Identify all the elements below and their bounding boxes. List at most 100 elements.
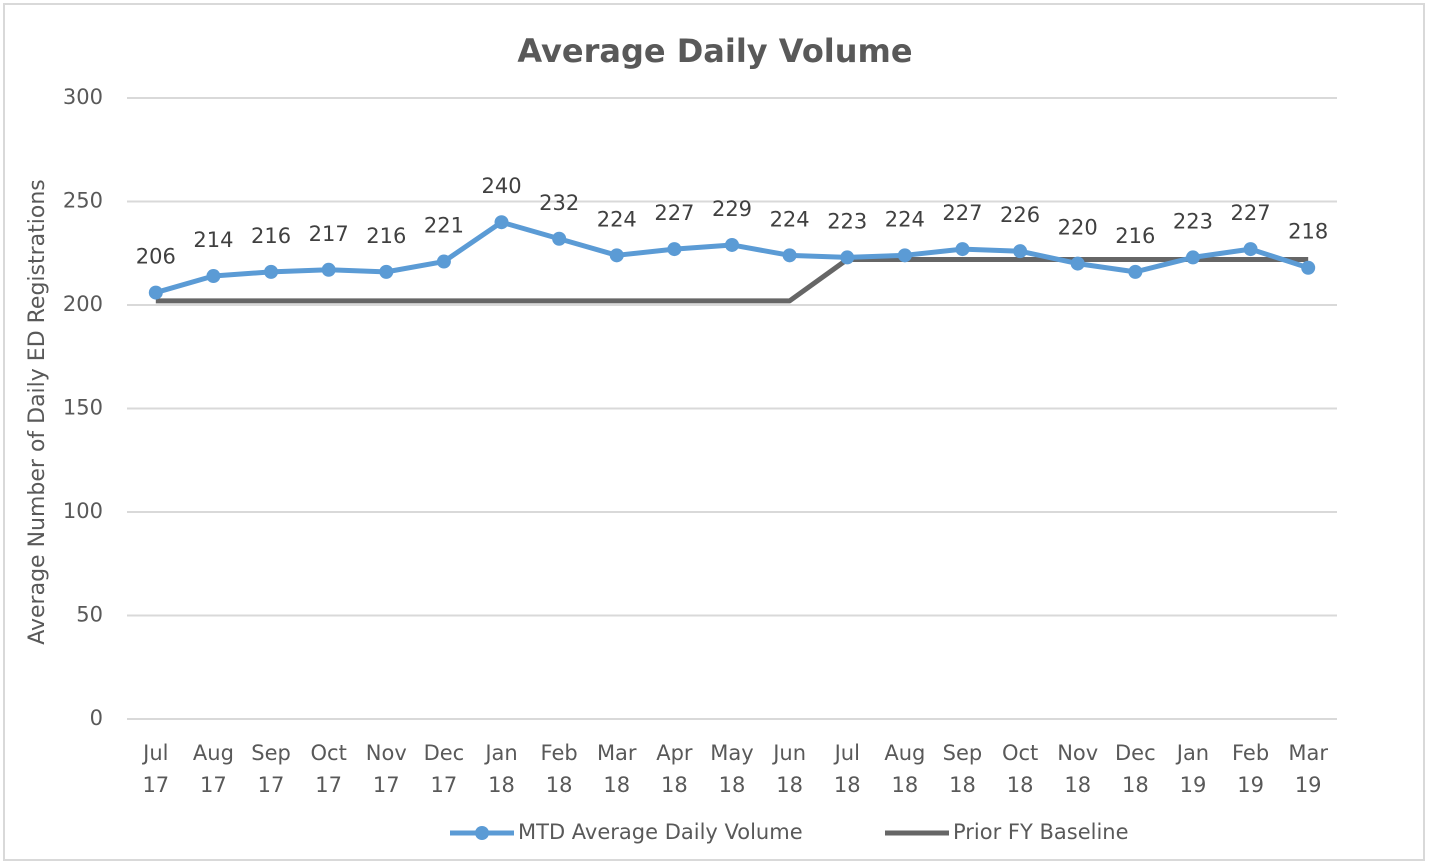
data-label: 226 — [1000, 203, 1040, 227]
legend-label: Prior FY Baseline — [953, 820, 1129, 844]
data-label: 229 — [712, 197, 752, 221]
data-label: 214 — [193, 228, 233, 252]
x-tick-label: Aug — [884, 741, 925, 765]
data-label: 206 — [136, 245, 176, 269]
x-tick-label: 17 — [315, 773, 342, 797]
point-marker — [436, 254, 451, 269]
x-tick-label: 18 — [834, 773, 861, 797]
x-tick-label: 18 — [546, 773, 573, 797]
x-tick-label: Sep — [943, 741, 983, 765]
x-tick-label: Aug — [193, 741, 234, 765]
data-label: 224 — [885, 207, 925, 231]
x-tick-label: 18 — [891, 773, 918, 797]
x-tick-label: Jun — [771, 741, 806, 765]
data-label: 216 — [1115, 224, 1155, 248]
point-marker — [955, 242, 970, 257]
data-label: 221 — [424, 214, 464, 238]
y-tick-label: 0 — [90, 706, 103, 730]
point-marker — [609, 248, 624, 263]
data-label: 223 — [1173, 209, 1213, 233]
point-marker — [321, 262, 336, 277]
x-tick-label: Feb — [1232, 741, 1269, 765]
data-label: 227 — [1231, 201, 1271, 225]
x-tick-label: Sep — [251, 741, 291, 765]
point-marker — [1301, 260, 1316, 275]
x-tick-label: 19 — [1180, 773, 1207, 797]
x-tick-label: Nov — [1057, 741, 1098, 765]
data-label: 227 — [942, 201, 982, 225]
point-marker — [840, 250, 855, 265]
x-tick-label: 19 — [1237, 773, 1264, 797]
chart-frame — [3, 3, 1425, 861]
point-marker — [1070, 256, 1085, 271]
y-tick-label: 300 — [63, 85, 103, 109]
data-label: 216 — [366, 224, 406, 248]
x-tick-label: 17 — [431, 773, 458, 797]
point-marker — [1013, 244, 1028, 259]
point-marker — [897, 248, 912, 263]
x-tick-label: 18 — [603, 773, 630, 797]
data-label: 232 — [539, 191, 579, 215]
x-tick-label: Oct — [1002, 741, 1038, 765]
point-marker — [494, 215, 509, 230]
point-marker — [1128, 264, 1143, 279]
point-marker — [264, 264, 279, 279]
data-label: 227 — [654, 201, 694, 225]
y-tick-label: 150 — [63, 396, 103, 420]
x-tick-label: 18 — [661, 773, 688, 797]
y-tick-label: 50 — [76, 603, 103, 627]
data-label: 217 — [309, 222, 349, 246]
x-tick-label: Dec — [424, 741, 465, 765]
data-label: 223 — [827, 209, 867, 233]
y-tick-label: 250 — [63, 189, 103, 213]
point-marker — [148, 285, 163, 300]
data-label: 216 — [251, 224, 291, 248]
data-label: 224 — [770, 207, 810, 231]
point-marker — [725, 237, 739, 252]
x-tick-label: Oct — [311, 741, 347, 765]
point-marker — [782, 248, 797, 263]
x-tick-label: 18 — [719, 773, 746, 797]
x-tick-label: Jan — [1175, 741, 1209, 765]
x-tick-label: 18 — [1122, 773, 1149, 797]
y-axis-label: Average Number of Daily ED Registrations — [25, 179, 50, 645]
series-line — [155, 256, 1309, 304]
point-marker — [667, 242, 682, 257]
legend-marker — [475, 826, 489, 840]
data-label: 218 — [1288, 220, 1328, 244]
x-tick-label: Jan — [483, 741, 517, 765]
data-label: 240 — [481, 174, 521, 198]
x-tick-label: 19 — [1295, 773, 1322, 797]
y-tick-label: 200 — [63, 292, 103, 316]
legend-label: MTD Average Daily Volume — [518, 820, 803, 844]
x-tick-label: Jul — [833, 741, 860, 765]
x-tick-label: Mar — [597, 741, 637, 765]
x-tick-label: 18 — [776, 773, 803, 797]
x-tick-label: Nov — [366, 741, 407, 765]
x-tick-label: Dec — [1115, 741, 1156, 765]
x-tick-label: May — [710, 741, 753, 765]
x-tick-label: 18 — [488, 773, 515, 797]
x-tick-label: 17 — [200, 773, 227, 797]
point-marker — [552, 231, 567, 246]
point-marker — [1185, 250, 1200, 265]
data-label: 220 — [1058, 216, 1098, 240]
x-tick-label: 17 — [258, 773, 285, 797]
x-tick-label: 18 — [1007, 773, 1034, 797]
data-label: 224 — [597, 207, 637, 231]
chart-title: Average Daily Volume — [517, 32, 912, 70]
x-tick-label: Mar — [1288, 741, 1328, 765]
point-marker — [379, 264, 394, 279]
point-marker — [206, 269, 221, 284]
x-tick-label: 17 — [142, 773, 169, 797]
x-tick-label: Apr — [656, 741, 693, 765]
x-tick-label: 18 — [1064, 773, 1091, 797]
point-marker — [1243, 242, 1258, 257]
x-tick-label: 17 — [373, 773, 400, 797]
y-tick-label: 100 — [63, 499, 103, 523]
x-tick-label: Feb — [541, 741, 578, 765]
x-tick-label: 18 — [949, 773, 976, 797]
x-tick-label: Jul — [141, 741, 168, 765]
